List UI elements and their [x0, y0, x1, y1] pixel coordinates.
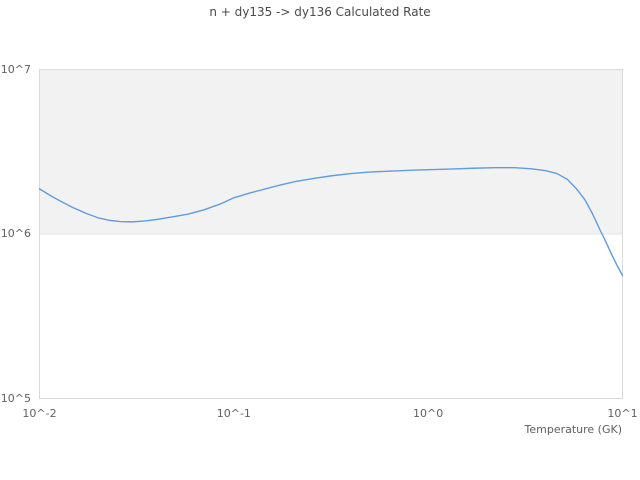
y-tick-label: 10^6 [0, 227, 31, 240]
x-tick-label: 10^-1 [216, 407, 251, 420]
rate-curve [38, 166, 624, 277]
x-tick-label: 10^0 [413, 407, 444, 420]
x-axis-title: Temperature (GK) [524, 423, 623, 436]
alternate-decade-band [39, 69, 623, 234]
x-tick-label: 10^-2 [22, 407, 57, 420]
plot-border [39, 69, 623, 399]
chart-title: n + dy135 -> dy136 Calculated Rate [209, 5, 431, 19]
y-tick-label: 10^7 [0, 62, 31, 76]
y-tick-label: 10^5 [0, 391, 31, 405]
x-tick-label: 10^1 [607, 407, 638, 420]
